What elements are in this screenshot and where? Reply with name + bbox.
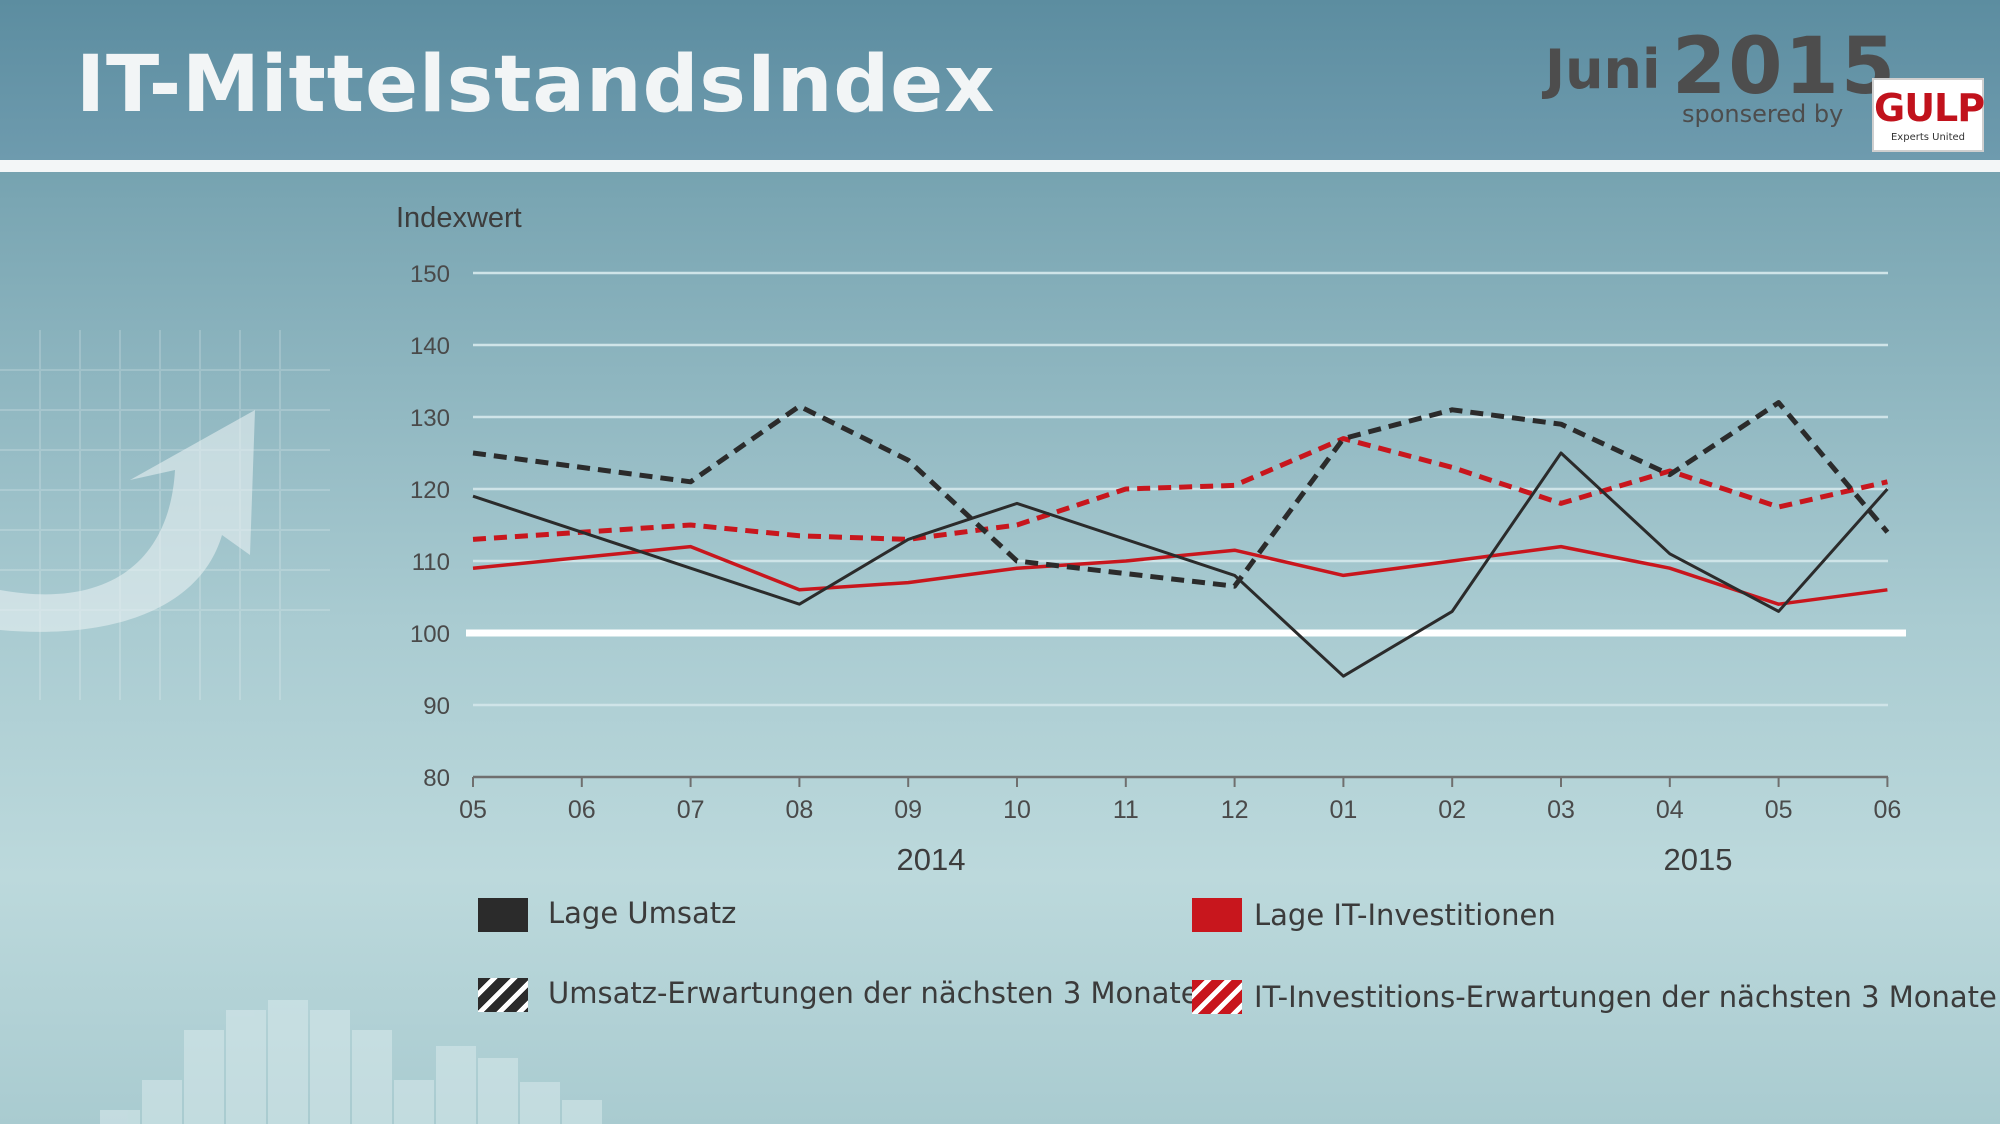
x-tick-label: 08 (785, 796, 813, 824)
legend-label-lage-umsatz: Lage Umsatz (548, 896, 737, 930)
legend-swatch-lage-umsatz (478, 898, 528, 932)
x-tick-label: 10 (1003, 796, 1031, 824)
legend-label-lage-it-investitionen: Lage IT-Investitionen (1254, 898, 1556, 932)
sponsor-label: sponsered by (1682, 100, 1844, 128)
header-divider (0, 160, 2000, 172)
series-lines (472, 400, 1890, 678)
series-line-1 (472, 544, 1888, 606)
series-line-3 (472, 436, 1888, 542)
x-group-label-2014: 2014 (897, 842, 966, 877)
series-line-2 (472, 400, 1890, 589)
issue-year: 2015 (1672, 22, 1898, 112)
x-tick-label: 04 (1656, 796, 1684, 824)
gridlines (473, 271, 1888, 707)
legend-swatch-lage-it-investitionen (1192, 898, 1242, 932)
x-tick-label: 01 (1329, 796, 1357, 824)
x-tick-label: 09 (894, 796, 922, 824)
page-title: IT-MittelstandsIndex (76, 40, 996, 130)
header-bar (0, 0, 2000, 160)
y-tick-label: 110 (412, 549, 450, 576)
sponsor-logo-text: GULP (1874, 86, 1985, 130)
legend-label-it-investitions-erwartungen: IT-Investitions-Erwartungen der nächsten… (1254, 980, 1997, 1014)
y-axis-label: Indexwert (396, 202, 522, 234)
y-tick-label: 90 (423, 693, 450, 720)
x-tick-label: 03 (1547, 796, 1575, 824)
y-tick-label: 100 (410, 621, 450, 648)
y-tick-label: 120 (410, 477, 450, 504)
legend-label-umsatz-erwartungen: Umsatz-Erwartungen der nächsten 3 Monate (548, 976, 1199, 1010)
y-tick-label: 150 (410, 261, 450, 288)
y-tick-label: 80 (423, 765, 450, 792)
x-tick-label: 07 (677, 796, 705, 824)
legend-swatch-umsatz-erwartungen (478, 978, 528, 1012)
y-tick-label: 140 (410, 333, 450, 360)
x-group-label-2015: 2015 (1664, 842, 1733, 877)
x-tick-label: 06 (568, 796, 596, 824)
x-tick-label: 02 (1438, 796, 1466, 824)
y-axis-ticks: 80 90 100 110 120 130 140 150 (410, 261, 450, 792)
x-tick-label: 12 (1221, 796, 1249, 824)
x-tick-label: 06 (1873, 796, 1901, 824)
sponsor-logo: GULP Experts United (1872, 78, 1985, 152)
legend-swatch-it-investitions-erwartungen (1192, 980, 1242, 1014)
arrow-decoration-icon (0, 410, 255, 632)
issue-month: Juni (1545, 38, 1661, 101)
series-line-0 (472, 451, 1889, 678)
y-tick-label: 130 (410, 405, 450, 432)
sponsor-logo-tagline: Experts United (1890, 132, 1965, 143)
x-tick-label: 11 (1113, 796, 1139, 824)
x-tick-label: 05 (459, 796, 487, 824)
x-axis: 05 06 07 08 09 10 11 12 01 02 03 04 05 06 2014 2015 (459, 775, 1901, 877)
bars-decoration-icon (100, 1000, 602, 1124)
x-tick-label: 05 (1765, 796, 1793, 824)
